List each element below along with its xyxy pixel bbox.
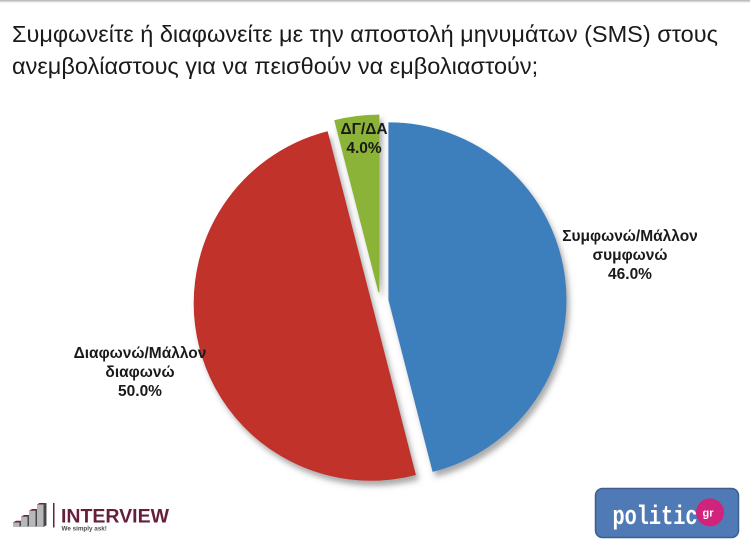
svg-text:politic: politic [613, 503, 698, 533]
svg-text:gr: gr [703, 508, 715, 520]
svg-text:We simply ask!: We simply ask! [62, 526, 107, 533]
svg-text:INTERVIEW: INTERVIEW [61, 506, 170, 528]
